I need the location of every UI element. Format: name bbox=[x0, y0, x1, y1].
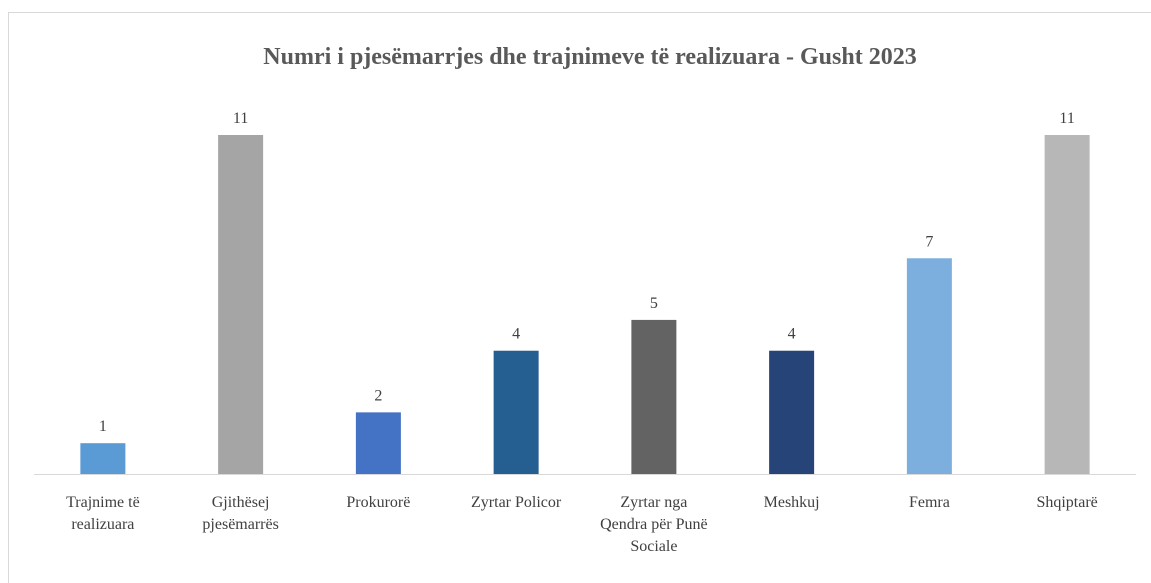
data-label: 2 bbox=[374, 387, 382, 404]
data-label: 4 bbox=[512, 326, 520, 343]
data-label: 11 bbox=[1059, 110, 1074, 127]
bar bbox=[1044, 135, 1090, 474]
x-tick-label: Femra bbox=[908, 494, 950, 511]
bar bbox=[631, 319, 677, 474]
chart-title: Numri i pjesëmarrjes dhe trajnimeve të r… bbox=[263, 44, 916, 70]
x-tick-label: Prokurorë bbox=[346, 494, 411, 511]
x-tick-label: Trajnime të realizuara bbox=[66, 494, 140, 533]
x-tick-label: Gjithësej pjesëmarrës bbox=[202, 494, 279, 533]
data-label: 11 bbox=[233, 110, 248, 127]
bar bbox=[493, 350, 539, 474]
data-label: 4 bbox=[788, 326, 796, 343]
x-tick-label: Zyrtar nga Qendra për Punë Sociale bbox=[600, 494, 708, 555]
x-tick-label: Meshkuj bbox=[763, 494, 820, 511]
bar bbox=[906, 258, 952, 474]
data-label: 1 bbox=[99, 418, 107, 435]
x-tick-label: Shqiptarë bbox=[1036, 494, 1098, 511]
bar bbox=[769, 350, 815, 474]
x-tick-label: Zyrtar Policor bbox=[471, 494, 562, 511]
bar bbox=[355, 412, 401, 474]
data-label: 7 bbox=[925, 233, 933, 250]
chart-border bbox=[8, 12, 1151, 583]
data-label: 5 bbox=[650, 295, 658, 312]
bar bbox=[218, 135, 264, 474]
bar bbox=[80, 443, 126, 474]
